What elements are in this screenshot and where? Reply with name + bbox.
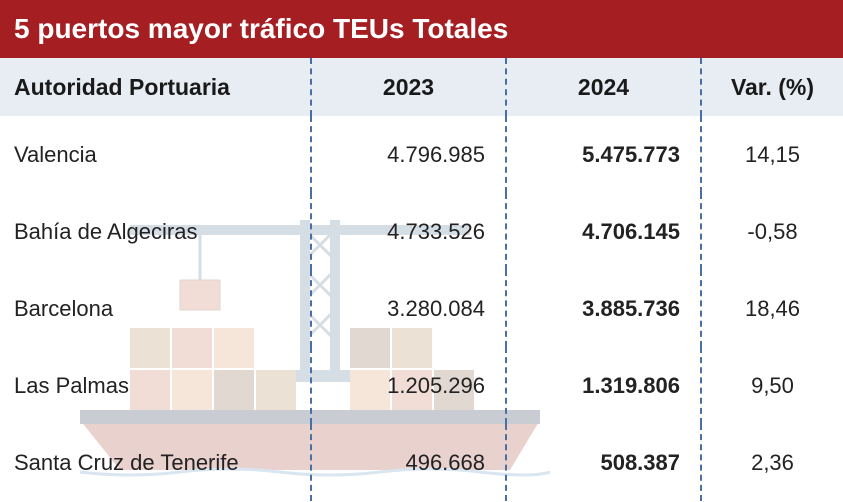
table-row: Valencia4.796.9855.475.77314,15 [0,116,843,193]
header-2024: 2024 [505,58,700,116]
cell-2023: 4.733.526 [310,193,505,270]
header-port: Autoridad Portuaria [0,74,310,101]
cell-2024: 508.387 [505,424,700,501]
cell-var: 14,15 [700,116,843,193]
cell-var: 2,36 [700,424,843,501]
cell-port: Las Palmas [0,373,310,399]
cell-2024: 4.706.145 [505,193,700,270]
cell-port: Santa Cruz de Tenerife [0,450,310,476]
cell-2023: 1.205.296 [310,347,505,424]
cell-port: Barcelona [0,296,310,322]
table-row: Barcelona3.280.0843.885.73618,46 [0,270,843,347]
table-body: Valencia4.796.9855.475.77314,15Bahía de … [0,116,843,501]
cell-var: -0,58 [700,193,843,270]
cell-2023: 496.668 [310,424,505,501]
cell-2023: 4.796.985 [310,116,505,193]
cell-2024: 5.475.773 [505,116,700,193]
table-row: Santa Cruz de Tenerife496.668508.3872,36 [0,424,843,501]
header-2023: 2023 [310,58,505,116]
title-text: 5 puertos mayor tráfico TEUs Totales [14,13,508,45]
cell-var: 9,50 [700,347,843,424]
cell-2023: 3.280.084 [310,270,505,347]
header-var: Var. (%) [700,58,843,116]
cell-2024: 3.885.736 [505,270,700,347]
cell-port: Bahía de Algeciras [0,219,310,245]
title-bar: 5 puertos mayor tráfico TEUs Totales [0,0,843,58]
table-row: Bahía de Algeciras4.733.5264.706.145-0,5… [0,193,843,270]
cell-var: 18,46 [700,270,843,347]
cell-2024: 1.319.806 [505,347,700,424]
table-header: Autoridad Portuaria 2023 2024 Var. (%) [0,58,843,116]
cell-port: Valencia [0,142,310,168]
table-row: Las Palmas1.205.2961.319.8069,50 [0,347,843,424]
